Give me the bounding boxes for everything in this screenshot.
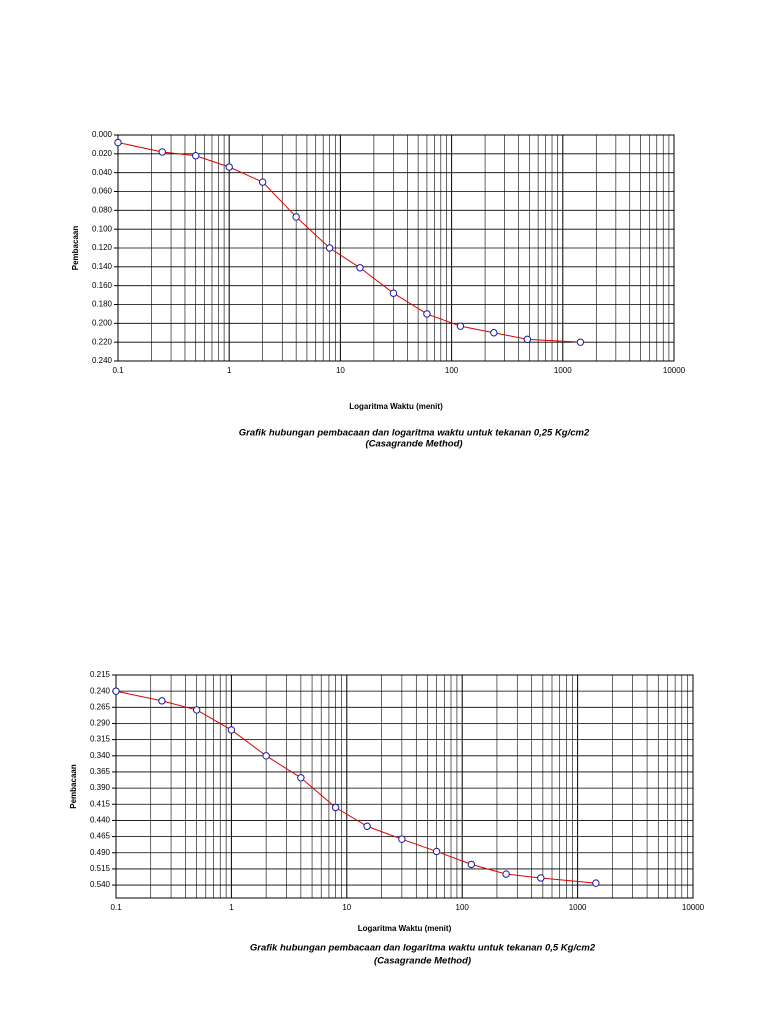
chart: 0.000 0.020 0.040 0.060 0.080 0.100 0.120 0.140… — [71, 130, 686, 449]
data-point — [523, 335, 532, 344]
x-tick-label: 1 — [227, 366, 232, 375]
x-tick-label: 10000 — [663, 366, 686, 375]
y-tick-label: 0.465 — [90, 832, 111, 841]
data-point — [331, 803, 340, 812]
chart-title: Grafik hubungan pembacaan dan logaritma … — [239, 428, 590, 439]
y-tick-label: 0.315 — [90, 735, 111, 744]
y-tick-label: 0.240 — [92, 356, 113, 365]
chart-title: Grafik hubungan pembacaan dan logaritma … — [250, 943, 596, 954]
x-tick-label: 1000 — [554, 366, 572, 375]
x-tick-label: 100 — [445, 366, 459, 375]
data-point — [456, 322, 465, 330]
data-point — [112, 687, 120, 695]
data-point — [432, 847, 441, 856]
y-tick-label: 0.200 — [92, 318, 113, 327]
y-tick-label: 0.415 — [90, 799, 111, 808]
data-point — [325, 244, 334, 252]
data-point — [576, 338, 585, 346]
data-point — [114, 138, 122, 147]
series-line — [115, 690, 596, 884]
data-point — [502, 870, 510, 878]
data-point — [356, 264, 364, 272]
data-point — [225, 163, 233, 171]
data-point — [258, 178, 267, 186]
data-point — [467, 860, 476, 869]
data-point — [158, 697, 166, 705]
x-tick-label: 100 — [456, 903, 470, 912]
x-tick-label: 10 — [342, 903, 351, 912]
y-tick-label: 0.040 — [92, 168, 113, 177]
y-tick-label: 0.100 — [92, 224, 113, 233]
x-tick-label: 1 — [229, 903, 234, 912]
data-point — [490, 329, 498, 337]
y-tick-label: 0.220 — [92, 337, 113, 346]
chart-subtitle: (Casagrande Method) — [365, 439, 462, 450]
plot-area — [115, 674, 694, 899]
y-tick-label: 0.490 — [90, 848, 111, 857]
x-axis-label: Logaritma Waktu (menit) — [349, 402, 443, 411]
x-tick-label: 0.1 — [112, 366, 124, 375]
y-tick-label: 0.215 — [90, 670, 111, 679]
data-point — [292, 213, 300, 221]
x-tick-label: 10000 — [682, 903, 705, 912]
data-point — [192, 152, 200, 160]
y-tick-label: 0.440 — [90, 816, 111, 825]
y-tick-label: 0.080 — [92, 205, 113, 214]
y-tick-label: 0.180 — [92, 300, 113, 309]
y-tick-label: 0.120 — [92, 243, 113, 252]
y-tick-label: 0.340 — [90, 751, 111, 760]
y-tick-label: 0.515 — [90, 864, 111, 873]
y-tick-label: 0.290 — [90, 719, 111, 728]
y-tick-label: 0.540 — [90, 880, 111, 889]
y-tick-label: 0.160 — [92, 281, 113, 290]
data-point — [389, 289, 398, 297]
chart-subtitle: (Casagrande Method) — [374, 956, 471, 967]
y-axis-label: Pembacaan — [71, 226, 80, 271]
y-tick-label: 0.020 — [92, 149, 113, 158]
y-axis-label: Pembacaan — [69, 764, 78, 809]
data-point — [537, 874, 545, 882]
y-tick-label: 0.060 — [92, 187, 113, 196]
data-point — [192, 706, 201, 714]
data-point — [363, 822, 371, 830]
y-tick-label: 0.265 — [90, 702, 111, 711]
data-point — [592, 879, 600, 887]
x-tick-label: 1000 — [569, 903, 587, 912]
data-point — [158, 148, 166, 156]
x-axis-label: Logaritma Waktu (menit) — [358, 924, 452, 933]
chart: 0.215 0.240 0.265 0.290 0.315 0.340 0.365 0.390… — [69, 670, 705, 966]
data-point — [297, 774, 305, 782]
y-tick-label: 0.390 — [90, 783, 111, 792]
data-point — [262, 752, 270, 760]
y-tick-label: 0.000 — [92, 130, 113, 139]
y-tick-label: 0.140 — [92, 262, 113, 271]
x-tick-label: 0.1 — [110, 903, 122, 912]
data-point — [398, 835, 406, 843]
data-point — [227, 726, 236, 734]
series-line — [117, 142, 581, 343]
data-point — [423, 310, 431, 318]
y-tick-label: 0.240 — [90, 686, 111, 695]
x-tick-label: 10 — [336, 366, 345, 375]
y-tick-label: 0.365 — [90, 767, 111, 776]
